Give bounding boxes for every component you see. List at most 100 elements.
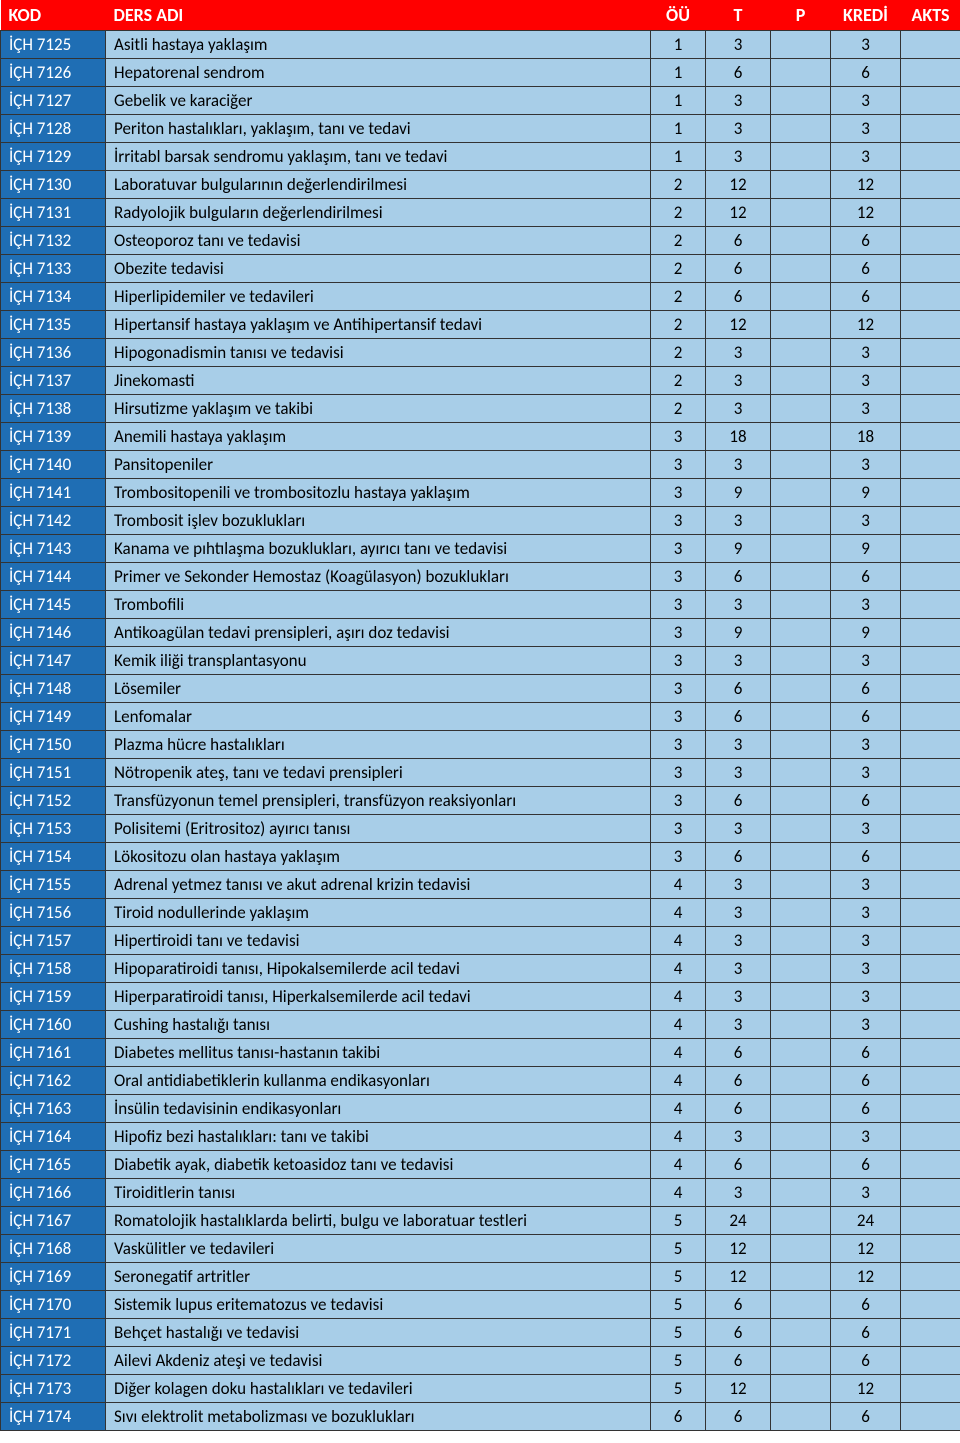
cell-p — [771, 1095, 831, 1123]
header-kredi: KREDİ — [831, 0, 901, 31]
cell-kredi: 3 — [831, 87, 901, 115]
cell-ders: Lökositozu olan hastaya yaklaşım — [106, 843, 651, 871]
cell-akts — [901, 927, 960, 955]
cell-akts — [901, 479, 960, 507]
cell-kredi: 6 — [831, 787, 901, 815]
cell-ders: Cushing hastalığı tanısı — [106, 1011, 651, 1039]
cell-kod: İÇH 7159 — [1, 983, 106, 1011]
cell-ou: 6 — [651, 1403, 706, 1431]
header-akts: AKTS — [901, 0, 960, 31]
cell-kod: İÇH 7168 — [1, 1235, 106, 1263]
cell-akts — [901, 87, 960, 115]
cell-p — [771, 1347, 831, 1375]
cell-kod: İÇH 7158 — [1, 955, 106, 983]
cell-t: 3 — [706, 927, 771, 955]
cell-akts — [901, 731, 960, 759]
cell-p — [771, 843, 831, 871]
cell-ou: 5 — [651, 1291, 706, 1319]
cell-kod: İÇH 7146 — [1, 619, 106, 647]
cell-ou: 3 — [651, 787, 706, 815]
cell-akts — [901, 759, 960, 787]
cell-ou: 3 — [651, 647, 706, 675]
cell-kredi: 3 — [831, 899, 901, 927]
cell-t: 3 — [706, 731, 771, 759]
cell-akts — [901, 283, 960, 311]
table-row: İÇH 7174Sıvı elektrolit metabolizması ve… — [1, 1403, 960, 1431]
cell-akts — [901, 535, 960, 563]
cell-ders: Polisitemi (Eritrositoz) ayırıcı tanısı — [106, 815, 651, 843]
table-row: İÇH 7135Hipertansif hastaya yaklaşım ve … — [1, 311, 960, 339]
cell-kod: İÇH 7136 — [1, 339, 106, 367]
cell-ders: Sıvı elektrolit metabolizması ve bozuklu… — [106, 1403, 651, 1431]
cell-ou: 3 — [651, 843, 706, 871]
cell-kod: İÇH 7156 — [1, 899, 106, 927]
cell-ders: Adrenal yetmez tanısı ve akut adrenal kr… — [106, 871, 651, 899]
cell-kod: İÇH 7142 — [1, 507, 106, 535]
cell-akts — [901, 367, 960, 395]
cell-t: 6 — [706, 227, 771, 255]
table-row: İÇH 7140Pansitopeniler333 — [1, 451, 960, 479]
table-row: İÇH 7129İrritabl barsak sendromu yaklaşı… — [1, 143, 960, 171]
table-row: İÇH 7131Radyolojik bulguların değerlendi… — [1, 199, 960, 227]
cell-kredi: 3 — [831, 143, 901, 171]
cell-p — [771, 703, 831, 731]
cell-kod: İÇH 7147 — [1, 647, 106, 675]
cell-kod: İÇH 7144 — [1, 563, 106, 591]
cell-kod: İÇH 7157 — [1, 927, 106, 955]
cell-ou: 2 — [651, 199, 706, 227]
table-row: İÇH 7141Trombositopenili ve trombositozl… — [1, 479, 960, 507]
cell-akts — [901, 451, 960, 479]
cell-kod: İÇH 7134 — [1, 283, 106, 311]
cell-kod: İÇH 7138 — [1, 395, 106, 423]
cell-kredi: 9 — [831, 479, 901, 507]
cell-p — [771, 591, 831, 619]
cell-t: 12 — [706, 1263, 771, 1291]
cell-p — [771, 59, 831, 87]
cell-t: 3 — [706, 339, 771, 367]
cell-akts — [901, 1375, 960, 1403]
cell-p — [771, 479, 831, 507]
cell-p — [771, 227, 831, 255]
course-table: KOD DERS ADI ÖÜ T P KREDİ AKTS İÇH 7125A… — [0, 0, 960, 1431]
cell-akts — [901, 955, 960, 983]
cell-ders: Vaskülitler ve tedavileri — [106, 1235, 651, 1263]
cell-t: 3 — [706, 647, 771, 675]
cell-kredi: 12 — [831, 171, 901, 199]
cell-kredi: 3 — [831, 731, 901, 759]
table-row: İÇH 7155Adrenal yetmez tanısı ve akut ad… — [1, 871, 960, 899]
cell-ou: 4 — [651, 1095, 706, 1123]
cell-t: 12 — [706, 311, 771, 339]
cell-ou: 3 — [651, 423, 706, 451]
cell-ou: 4 — [651, 983, 706, 1011]
cell-ou: 3 — [651, 563, 706, 591]
cell-t: 6 — [706, 675, 771, 703]
cell-t: 3 — [706, 591, 771, 619]
cell-t: 6 — [706, 703, 771, 731]
cell-t: 6 — [706, 787, 771, 815]
cell-ders: Oral antidiabetiklerin kullanma endikasy… — [106, 1067, 651, 1095]
cell-kredi: 9 — [831, 535, 901, 563]
cell-t: 3 — [706, 143, 771, 171]
table-row: İÇH 7145Trombofili333 — [1, 591, 960, 619]
cell-kredi: 6 — [831, 675, 901, 703]
cell-p — [771, 815, 831, 843]
cell-p — [771, 31, 831, 59]
cell-t: 6 — [706, 59, 771, 87]
cell-p — [771, 731, 831, 759]
cell-ders: Anemili hastaya yaklaşım — [106, 423, 651, 451]
cell-akts — [901, 1039, 960, 1067]
cell-p — [771, 535, 831, 563]
table-row: İÇH 7150Plazma hücre hastalıkları333 — [1, 731, 960, 759]
cell-kod: İÇH 7152 — [1, 787, 106, 815]
cell-ders: Trombosit işlev bozuklukları — [106, 507, 651, 535]
table-row: İÇH 7147Kemik iliği transplantasyonu333 — [1, 647, 960, 675]
cell-p — [771, 115, 831, 143]
cell-p — [771, 563, 831, 591]
cell-kredi: 3 — [831, 955, 901, 983]
cell-kod: İÇH 7141 — [1, 479, 106, 507]
cell-kod: İÇH 7137 — [1, 367, 106, 395]
cell-akts — [901, 1347, 960, 1375]
cell-akts — [901, 899, 960, 927]
cell-ou: 4 — [651, 1039, 706, 1067]
cell-ou: 4 — [651, 871, 706, 899]
